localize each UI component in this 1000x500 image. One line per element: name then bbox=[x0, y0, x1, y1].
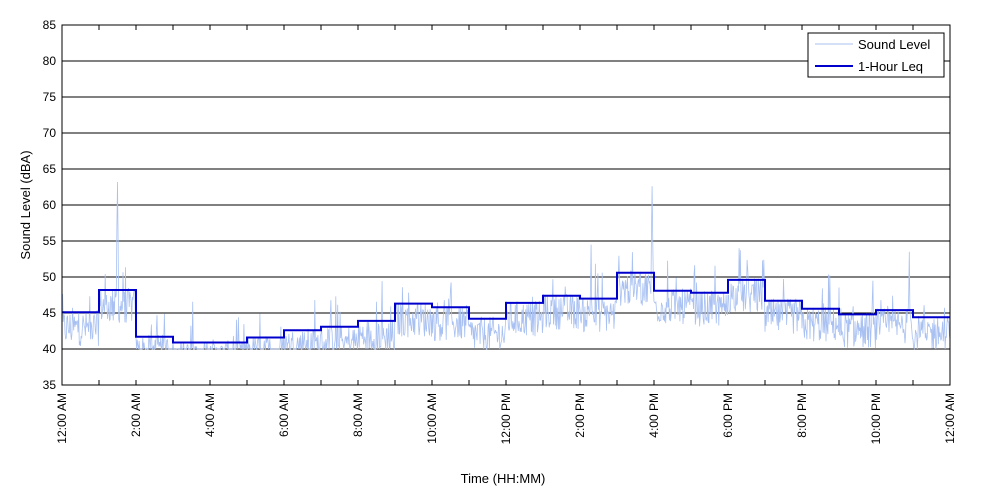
x-tick-label: 10:00 PM bbox=[869, 393, 883, 444]
leq-series bbox=[62, 271, 950, 344]
y-tick-label: 55 bbox=[43, 234, 57, 248]
x-tick-label: 4:00 PM bbox=[647, 393, 661, 438]
x-tick-label: 2:00 AM bbox=[129, 393, 143, 437]
y-tick-label: 45 bbox=[43, 306, 57, 320]
leq-step-line bbox=[62, 271, 950, 344]
x-tick-label: 8:00 PM bbox=[795, 393, 809, 438]
y-tick-label: 80 bbox=[43, 54, 57, 68]
x-tick-label: 6:00 PM bbox=[721, 393, 735, 438]
sound-level-line bbox=[61, 181, 951, 351]
y-tick-label: 40 bbox=[43, 342, 57, 356]
y-axis-label: Sound Level (dBA) bbox=[18, 150, 33, 259]
legend-sound-level-label: Sound Level bbox=[858, 37, 930, 52]
x-tick-label: 12:00 AM bbox=[943, 393, 957, 444]
sound-level-series bbox=[61, 181, 951, 351]
y-tick-label: 60 bbox=[43, 198, 57, 212]
x-tick-label: 10:00 AM bbox=[425, 393, 439, 444]
y-tick-label: 35 bbox=[43, 378, 57, 392]
x-tick-label: 8:00 AM bbox=[351, 393, 365, 437]
x-tick-label: 4:00 AM bbox=[203, 393, 217, 437]
y-axis-ticks: 35 40 45 50 55 60 65 70 75 80 85 bbox=[43, 18, 57, 392]
y-tick-label: 50 bbox=[43, 270, 57, 284]
x-axis-ticks: 12:00 AM 2:00 AM 4:00 AM 6:00 AM 8:00 AM 10:0… bbox=[55, 25, 957, 444]
x-tick-label: 2:00 PM bbox=[573, 393, 587, 438]
y-tick-label: 65 bbox=[43, 162, 57, 176]
x-axis-label: Time (HH:MM) bbox=[461, 471, 546, 486]
x-tick-label: 6:00 AM bbox=[277, 393, 291, 437]
x-tick-label: 12:00 PM bbox=[499, 393, 513, 444]
legend-leq-label: 1-Hour Leq bbox=[858, 59, 923, 74]
legend-box bbox=[807, 32, 945, 78]
y-tick-label: 75 bbox=[43, 90, 57, 104]
legend: Sound Level 1-Hour Leq bbox=[807, 32, 945, 78]
x-tick-label: 12:00 AM bbox=[55, 393, 69, 444]
y-tick-label: 70 bbox=[43, 126, 57, 140]
y-tick-label: 85 bbox=[43, 18, 57, 32]
